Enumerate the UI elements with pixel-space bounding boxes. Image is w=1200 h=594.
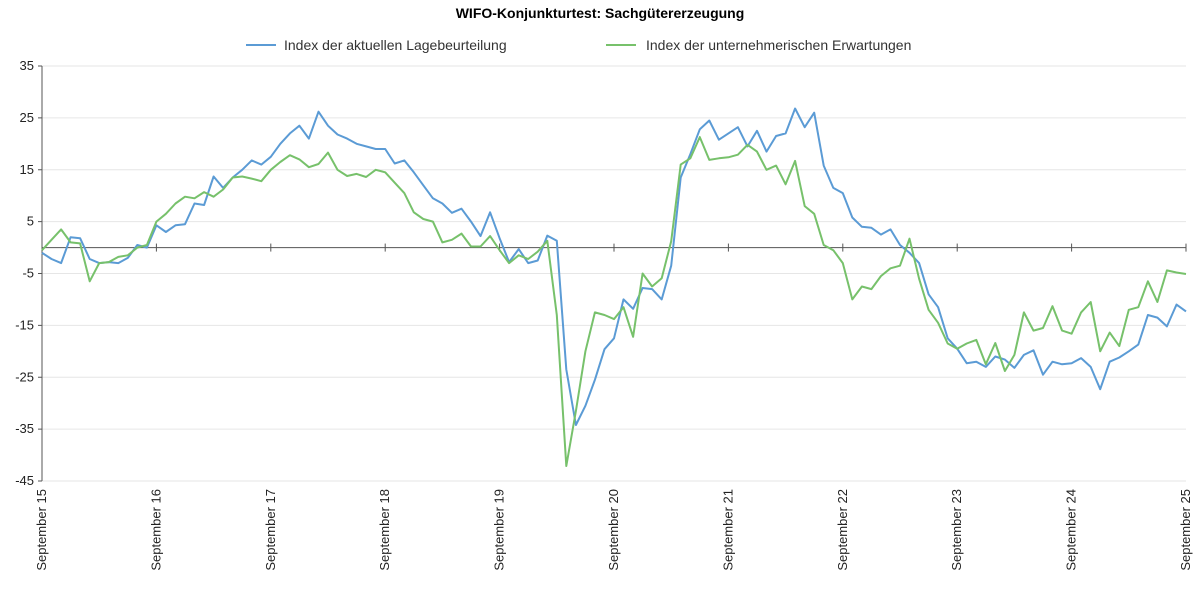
x-tick-label: September 20 [606, 489, 621, 571]
x-tick-label: September 16 [148, 489, 163, 571]
legend-label-lage: Index der aktuellen Lagebeurteilung [284, 37, 507, 53]
y-tick-label: 25 [20, 110, 34, 125]
x-tick-label: September 25 [1178, 489, 1193, 571]
y-tick-label: 35 [20, 58, 34, 73]
y-tick-label: -35 [15, 421, 34, 436]
x-axis: September 15 September 16 September 17 Sept… [34, 243, 1193, 571]
y-tick-label: -25 [15, 369, 34, 384]
x-tick-label: September 21 [720, 489, 735, 571]
x-tick-label: September 17 [263, 489, 278, 571]
y-tick-label: 15 [20, 162, 34, 177]
x-tick-label: September 23 [949, 489, 964, 571]
x-tick-label: September 18 [377, 489, 392, 571]
chart-title: WIFO-Konjunkturtest: Sachgütererzeugung [456, 5, 745, 21]
gridlines [42, 65, 1186, 482]
y-tick-label: 5 [27, 214, 34, 229]
y-tick-label: -5 [22, 266, 34, 281]
y-tick-label: -15 [15, 317, 34, 332]
legend-label-erwartungen: Index der unternehmerischen Erwartungen [646, 37, 911, 53]
x-tick-label: September 19 [492, 489, 507, 571]
series-lines [41, 107, 1187, 467]
legend: Index der aktuellen Lagebeurteilung Inde… [246, 37, 911, 53]
x-tick-label: September 24 [1064, 489, 1079, 571]
y-tick-label: -45 [15, 473, 34, 488]
y-axis: 35 25 15 5 -5 -15 -25 -35 -45 [15, 58, 43, 488]
series-line-erwartungen [41, 136, 1187, 467]
x-tick-label: September 15 [34, 489, 49, 571]
x-tick-label: September 22 [835, 489, 850, 571]
